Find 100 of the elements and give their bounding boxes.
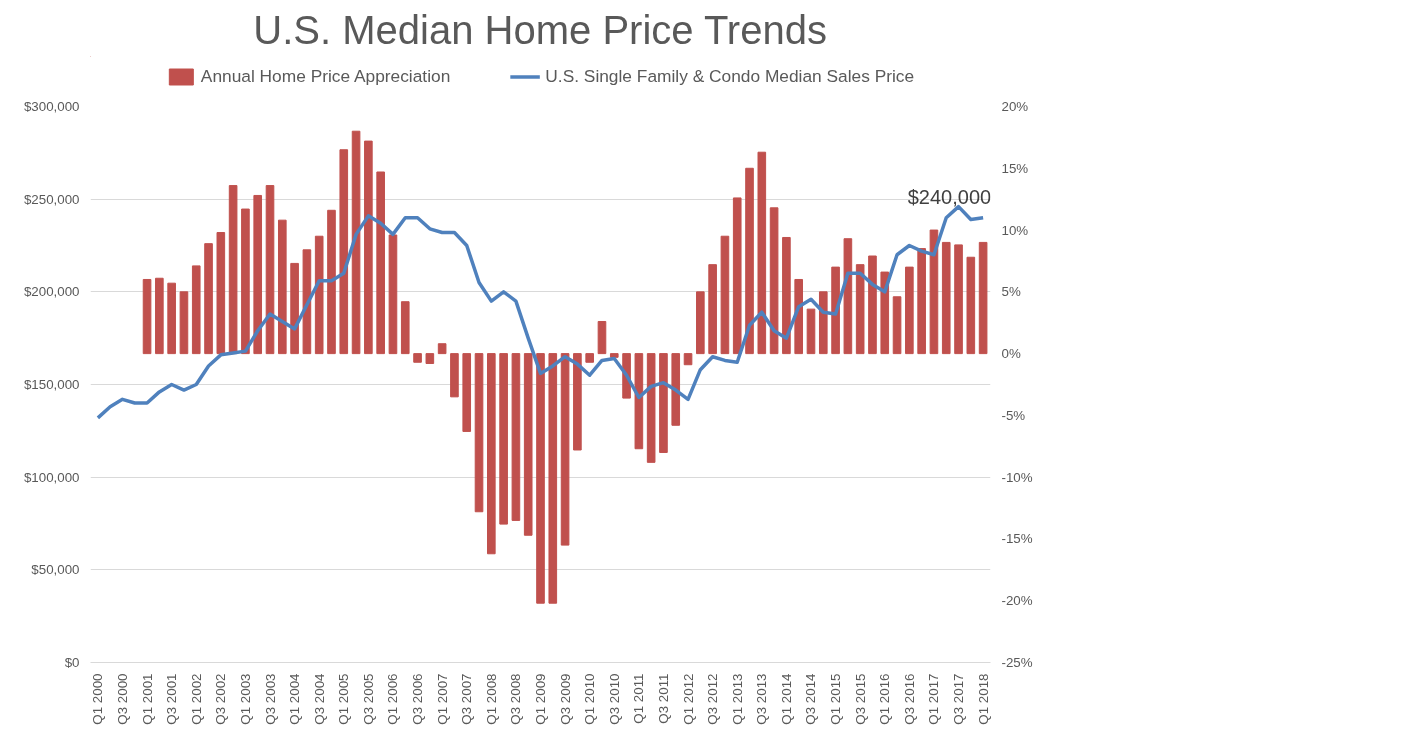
y2-tick-label: -10% <box>1001 469 1033 485</box>
bar <box>806 308 816 355</box>
bar <box>216 232 226 355</box>
y-tick-label: $200,000 <box>23 284 80 300</box>
bar <box>376 171 385 355</box>
x-tick-label: Q3 2006 <box>410 673 426 725</box>
bar <box>769 207 779 355</box>
x-tick-label: Q1 2016 <box>877 673 893 725</box>
x-tick-label: Q3 2004 <box>311 672 327 725</box>
bar <box>843 238 853 355</box>
y-tick-label: $300,000 <box>23 99 80 114</box>
bar <box>671 353 681 426</box>
bar <box>167 282 176 355</box>
bar <box>351 130 361 355</box>
x-tick-label: Q3 2015 <box>852 673 868 725</box>
bar <box>191 265 201 355</box>
y2-tick-label: 20% <box>1001 99 1029 114</box>
legend-label: Annual Home Price Appreciation <box>200 65 451 87</box>
bar <box>548 353 558 604</box>
x-tick-label: Q1 2009 <box>533 673 548 725</box>
y2-tick-label: 0% <box>1001 346 1021 362</box>
bar <box>683 353 693 366</box>
bar <box>388 234 398 355</box>
x-tick-label: Q1 2013 <box>729 673 745 725</box>
bar <box>450 353 459 398</box>
bar <box>179 291 189 355</box>
bar <box>732 197 742 355</box>
x-tick-label: Q1 2005 <box>336 673 352 725</box>
y2-tick-label: -15% <box>1001 531 1033 547</box>
bar <box>155 277 164 355</box>
bar <box>855 264 865 355</box>
y-tick-label: $150,000 <box>23 377 80 392</box>
bar <box>966 256 976 355</box>
bar <box>941 241 951 355</box>
annotation: $240,000 <box>907 185 992 208</box>
bar <box>609 353 619 358</box>
bar <box>634 353 644 450</box>
x-tick-label: Q1 2008 <box>483 673 499 725</box>
bar <box>917 248 926 355</box>
x-tick-label: Q1 2018 <box>975 673 991 725</box>
x-tick-label: Q1 2003 <box>237 673 253 725</box>
x-tick-label: Q3 2001 <box>164 673 180 725</box>
bar <box>868 255 877 355</box>
y2-tick-label: -25% <box>1001 655 1033 670</box>
x-tick-label: Q1 2006 <box>385 673 401 725</box>
bar <box>277 219 287 355</box>
bar <box>536 353 545 604</box>
x-tick-label: Q1 2004 <box>287 672 303 725</box>
x-tick-label: Q3 2008 <box>508 673 524 725</box>
bar <box>142 278 152 355</box>
x-tick-label: Q3 2012 <box>705 673 721 725</box>
x-tick-label: Q3 2000 <box>114 673 130 725</box>
bar <box>339 149 349 355</box>
bar <box>228 185 238 355</box>
bar <box>892 296 902 355</box>
y2-tick-label: 5% <box>1001 284 1021 300</box>
bar <box>560 353 570 546</box>
bar <box>290 262 299 355</box>
bar <box>757 151 767 355</box>
bar <box>204 243 213 355</box>
y-tick-label: $100,000 <box>23 469 80 485</box>
bar <box>905 266 914 355</box>
x-tick-label: Q3 2009 <box>557 673 573 725</box>
bar <box>364 140 373 355</box>
bar <box>954 244 963 355</box>
y-tick-label: $0 <box>64 655 80 670</box>
bar <box>487 353 496 555</box>
bar <box>708 264 717 355</box>
bar <box>253 194 263 355</box>
x-tick-label: Q3 2005 <box>360 673 376 725</box>
bar <box>499 353 508 525</box>
x-tick-label: Q1 2000 <box>90 673 106 725</box>
bar <box>782 236 791 355</box>
bar <box>327 209 336 355</box>
bar <box>720 235 730 355</box>
bar <box>794 278 804 355</box>
bar <box>474 353 484 513</box>
x-tick-label: Q1 2010 <box>582 673 598 725</box>
bar <box>831 266 840 355</box>
x-tick-label: Q1 2014 <box>778 672 794 725</box>
x-tick-label: Q1 2017 <box>926 673 942 725</box>
bar <box>585 353 594 363</box>
x-tick-label: Q3 2007 <box>459 673 475 725</box>
y2-tick-label: -20% <box>1001 593 1033 609</box>
bar <box>302 249 312 355</box>
bar <box>696 291 705 355</box>
x-tick-label: Q3 2003 <box>262 673 278 725</box>
x-tick-label: Q3 2011 <box>655 673 671 724</box>
x-tick-label: Q3 2002 <box>213 673 229 725</box>
x-tick-label: Q1 2001 <box>139 673 155 725</box>
bar <box>659 353 668 453</box>
y2-tick-label: -5% <box>1001 407 1026 423</box>
x-tick-label: Q3 2013 <box>754 673 770 725</box>
bar <box>978 241 988 355</box>
bar <box>462 353 472 432</box>
x-tick-label: Q3 2016 <box>901 673 917 725</box>
chart-title: U.S. Median Home Price Trends <box>253 7 827 52</box>
bar <box>573 353 582 451</box>
bar <box>413 353 422 363</box>
bar <box>818 291 828 355</box>
